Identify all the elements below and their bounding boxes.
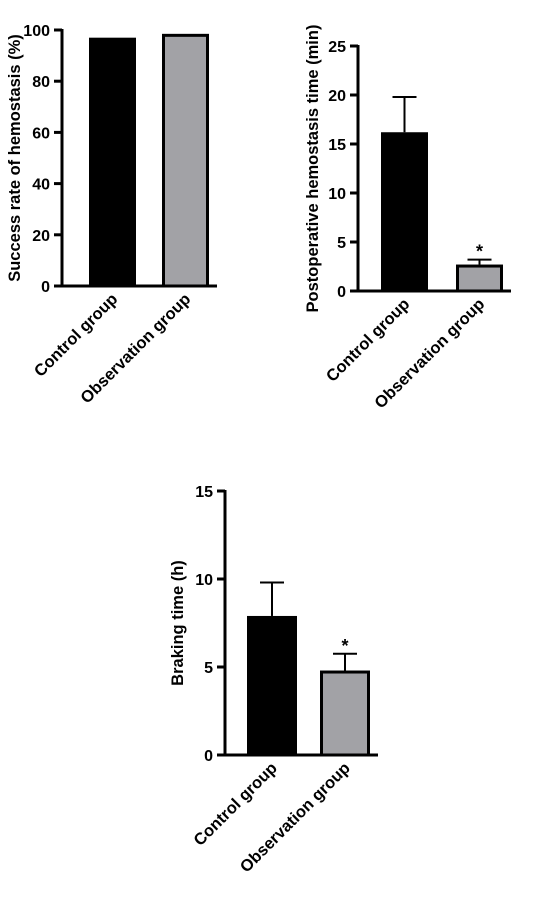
y-tick-label: 80 xyxy=(32,74,50,91)
y-tick-label: 20 xyxy=(32,228,50,245)
y-tick-label: 15 xyxy=(195,484,213,501)
y-tick-label: 25 xyxy=(328,39,346,56)
y-tick-label: 5 xyxy=(204,660,213,677)
significance-marker: * xyxy=(476,242,483,262)
y-tick-label: 15 xyxy=(328,137,346,154)
y-tick-label: 0 xyxy=(204,748,213,765)
bar-control xyxy=(247,615,297,757)
y-axis-title: Success rate of hemostasis (%) xyxy=(6,34,24,282)
y-tick-label: 40 xyxy=(32,177,50,194)
y-tick-label: 0 xyxy=(337,284,346,301)
y-tick-label: 0 xyxy=(41,279,50,296)
y-tick-label: 10 xyxy=(328,186,346,203)
bar-control xyxy=(89,37,136,288)
chart-postoperative-hemostasis-time: * 0 5 10 15 20 25 Postoperative hemostasis time… xyxy=(304,25,511,412)
y-axis-title: Postoperative hemostasis time (min) xyxy=(304,25,322,313)
y-tick-label: 20 xyxy=(328,88,346,105)
bar-observation xyxy=(456,264,503,293)
significance-marker: * xyxy=(341,636,348,656)
bar-observation xyxy=(162,33,209,288)
y-tick-label: 100 xyxy=(23,23,50,40)
y-axis-title: Braking time (h) xyxy=(169,560,187,686)
bar-control xyxy=(381,132,428,293)
y-tick-label: 10 xyxy=(195,572,213,589)
y-tick-label: 5 xyxy=(337,235,346,252)
y-tick-label: 60 xyxy=(32,125,50,142)
bar-observation xyxy=(320,670,370,757)
